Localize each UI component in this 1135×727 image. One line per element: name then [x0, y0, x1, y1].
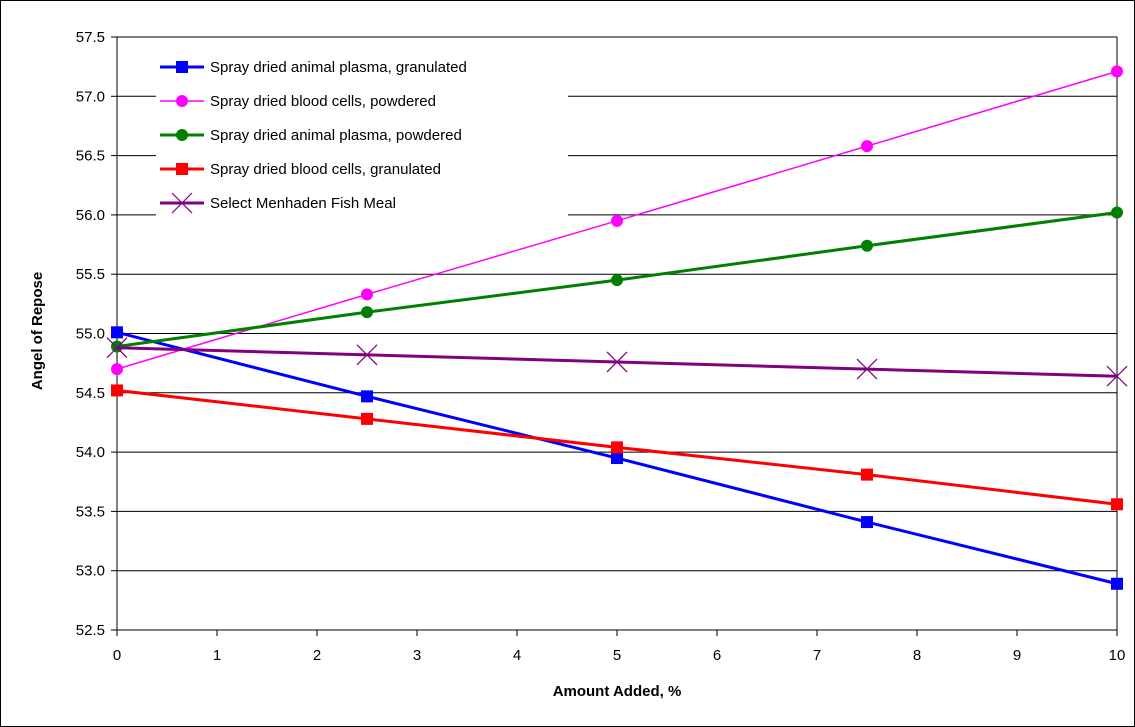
legend-item: Select Menhaden Fish Meal	[156, 188, 568, 216]
y-tick-label: 52.5	[76, 622, 105, 639]
x-tick-label: 3	[413, 647, 421, 664]
legend-item: Spray dried blood cells, powdered	[156, 86, 568, 114]
legend: Spray dried animal plasma, granulated Spr…	[156, 52, 568, 216]
data-point	[111, 384, 123, 397]
y-tick-label: 57.0	[76, 88, 105, 105]
y-tick-label: 55.0	[76, 326, 105, 343]
x-tick-label: 6	[713, 647, 721, 664]
x-tick-label: 9	[1013, 647, 1021, 664]
y-tick-label: 54.5	[76, 385, 105, 402]
x-tick-label: 2	[313, 647, 321, 664]
data-point	[361, 412, 373, 425]
series-3	[111, 206, 1123, 353]
legend-item-background	[156, 154, 568, 182]
data-point	[861, 468, 873, 481]
legend-label: Spray dried blood cells, granulated	[210, 161, 441, 178]
y-tick-label: 53.0	[76, 563, 105, 580]
x-axis-title: Amount Added, %	[553, 683, 682, 700]
axes: 52.5 53.0 53.5 54.0 54.5 55.0 55.5 56.0 56.5 57.0…	[76, 29, 1126, 664]
y-tick-label: 56.5	[76, 148, 105, 165]
data-point	[856, 358, 878, 380]
data-point	[361, 288, 373, 301]
data-point	[611, 214, 623, 227]
x-tick-label: 5	[613, 647, 621, 664]
legend-item-background	[156, 86, 568, 114]
data-point	[611, 274, 623, 287]
y-tick-label: 53.5	[76, 503, 105, 520]
x-tick-label: 4	[513, 647, 521, 664]
series-1	[111, 326, 1123, 590]
data-point	[861, 516, 873, 529]
legend-item: Spray dried blood cells, granulated	[156, 154, 568, 182]
legend-swatch-marker	[176, 95, 188, 107]
data-point	[861, 239, 873, 252]
x-tick-label: 10	[1109, 647, 1126, 664]
y-axis-title: Angel of Repose	[29, 272, 46, 390]
legend-label: Spray dried animal plasma, granulated	[210, 59, 467, 76]
series-2	[111, 65, 1123, 376]
x-tick-label: 1	[213, 647, 221, 664]
data-point	[111, 340, 123, 353]
data-point	[1111, 206, 1123, 219]
data-point	[361, 390, 373, 403]
legend-swatch-marker	[176, 61, 188, 73]
legend-item-background	[156, 120, 568, 148]
legend-item-background	[156, 52, 568, 80]
legend-swatch-marker	[176, 129, 188, 141]
data-point	[111, 326, 123, 339]
data-point	[1111, 498, 1123, 511]
x-tick-label: 0	[113, 647, 121, 664]
data-point	[106, 337, 128, 359]
legend-swatch-marker	[171, 192, 193, 214]
data-point	[361, 306, 373, 319]
legend-label: Select Menhaden Fish Meal	[210, 195, 396, 212]
x-tick-label: 7	[813, 647, 821, 664]
y-tick-label: 54.0	[76, 444, 105, 461]
y-tick-label: 57.5	[76, 29, 105, 46]
series-5	[106, 337, 1128, 387]
legend-item-background	[156, 188, 568, 216]
data-point	[861, 140, 873, 153]
series-layer	[106, 65, 1128, 590]
data-point	[611, 441, 623, 454]
data-point	[356, 344, 378, 366]
series-4	[111, 384, 1123, 511]
data-point	[1111, 65, 1123, 78]
data-point	[1111, 577, 1123, 590]
legend-label: Spray dried animal plasma, powdered	[210, 127, 462, 144]
x-tick-label: 8	[913, 647, 921, 664]
legend-item: Spray dried animal plasma, powdered	[156, 120, 568, 148]
data-point	[111, 363, 123, 376]
data-point	[611, 452, 623, 465]
legend-swatch-marker	[176, 163, 188, 175]
data-point	[1106, 365, 1128, 387]
data-point	[606, 351, 628, 373]
legend-item: Spray dried animal plasma, granulated	[156, 52, 568, 80]
y-tick-label: 55.5	[76, 266, 105, 283]
legend-label: Spray dried blood cells, powdered	[210, 93, 436, 110]
y-tick-label: 56.0	[76, 207, 105, 224]
